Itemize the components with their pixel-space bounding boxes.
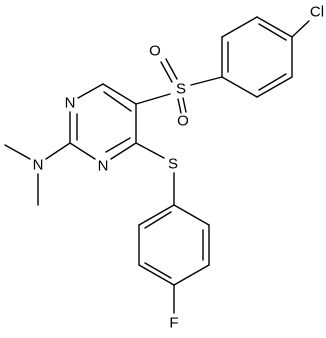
atom-label: N <box>98 158 109 175</box>
atom-label: N <box>65 95 76 112</box>
atom-label: S <box>168 156 178 173</box>
atom-label: S <box>176 81 186 98</box>
atom-label: F <box>169 315 178 332</box>
atom-label: Cl <box>310 4 324 21</box>
atom-label: O <box>149 43 161 60</box>
atom-label: N <box>33 157 44 174</box>
atom-label: O <box>177 113 189 130</box>
bonds <box>4 16 310 314</box>
